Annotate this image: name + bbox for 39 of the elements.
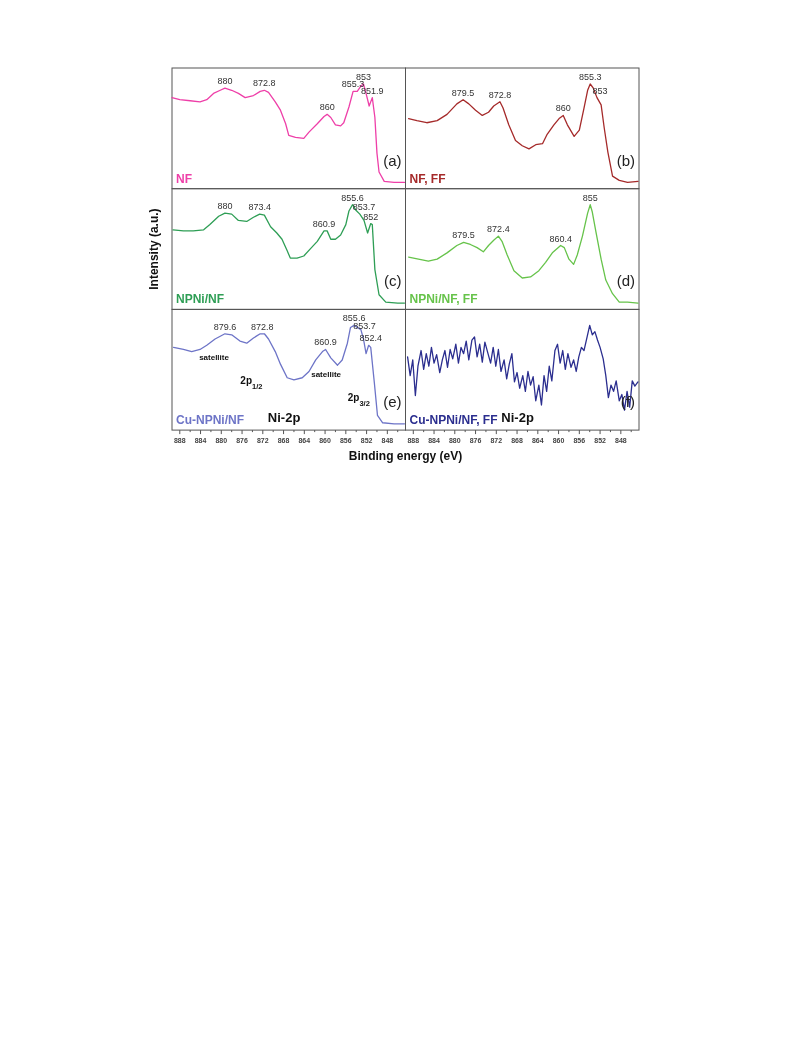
text: Cu-NPNi/NF (176, 413, 244, 428)
text: (a) (383, 151, 402, 169)
annotation: 872.8 (488, 89, 512, 100)
annotation: Ni-2p (267, 409, 301, 425)
annotation: 872.8 (253, 78, 276, 89)
annotation: 873.4 (248, 202, 271, 213)
annotation: 855.6 (341, 192, 364, 203)
annotation: 860.9 (312, 218, 336, 229)
text: (d) (616, 272, 635, 290)
annotation: satellite (199, 353, 230, 363)
annotation: 2p$_{1/2}$ (240, 375, 263, 391)
text: (c) (384, 272, 402, 290)
annotation: 879.5 (451, 87, 475, 98)
annotation: 860 (555, 103, 571, 114)
annotation: 872.4 (487, 224, 510, 235)
text: (e) (383, 393, 402, 411)
annotation: satellite (311, 369, 342, 379)
annotation: 860.4 (549, 233, 572, 244)
annotation: 879.6 (213, 321, 237, 332)
text: NF (176, 171, 192, 186)
y-axis-title: Intensity (a.u.) (147, 208, 161, 290)
annotation: 880 (217, 201, 233, 212)
series-label: Cu-NPNi/NF, FF (409, 413, 498, 428)
annotation: 880 (217, 76, 233, 87)
annotation: 852.4 (359, 333, 382, 344)
annotation: 879.5 (452, 230, 475, 241)
text: NPNi/NF (176, 292, 224, 307)
annotation: 2p$_{3/2}$ (347, 392, 370, 408)
annotation: 872.8 (251, 321, 274, 332)
text: NPNi/NF, FF (409, 292, 478, 307)
text: NF, FF (409, 171, 446, 186)
annotation: 855 (582, 192, 598, 203)
annotation: 860.9 (314, 337, 337, 348)
text: (b) (616, 151, 635, 169)
annotation: 855.3 (578, 72, 602, 82)
annotation: Ni-2p (501, 409, 534, 425)
annotation: 852 (363, 211, 379, 222)
x-axis-title: Binding energy (eV) (348, 449, 463, 464)
annotation: 860 (319, 102, 335, 113)
